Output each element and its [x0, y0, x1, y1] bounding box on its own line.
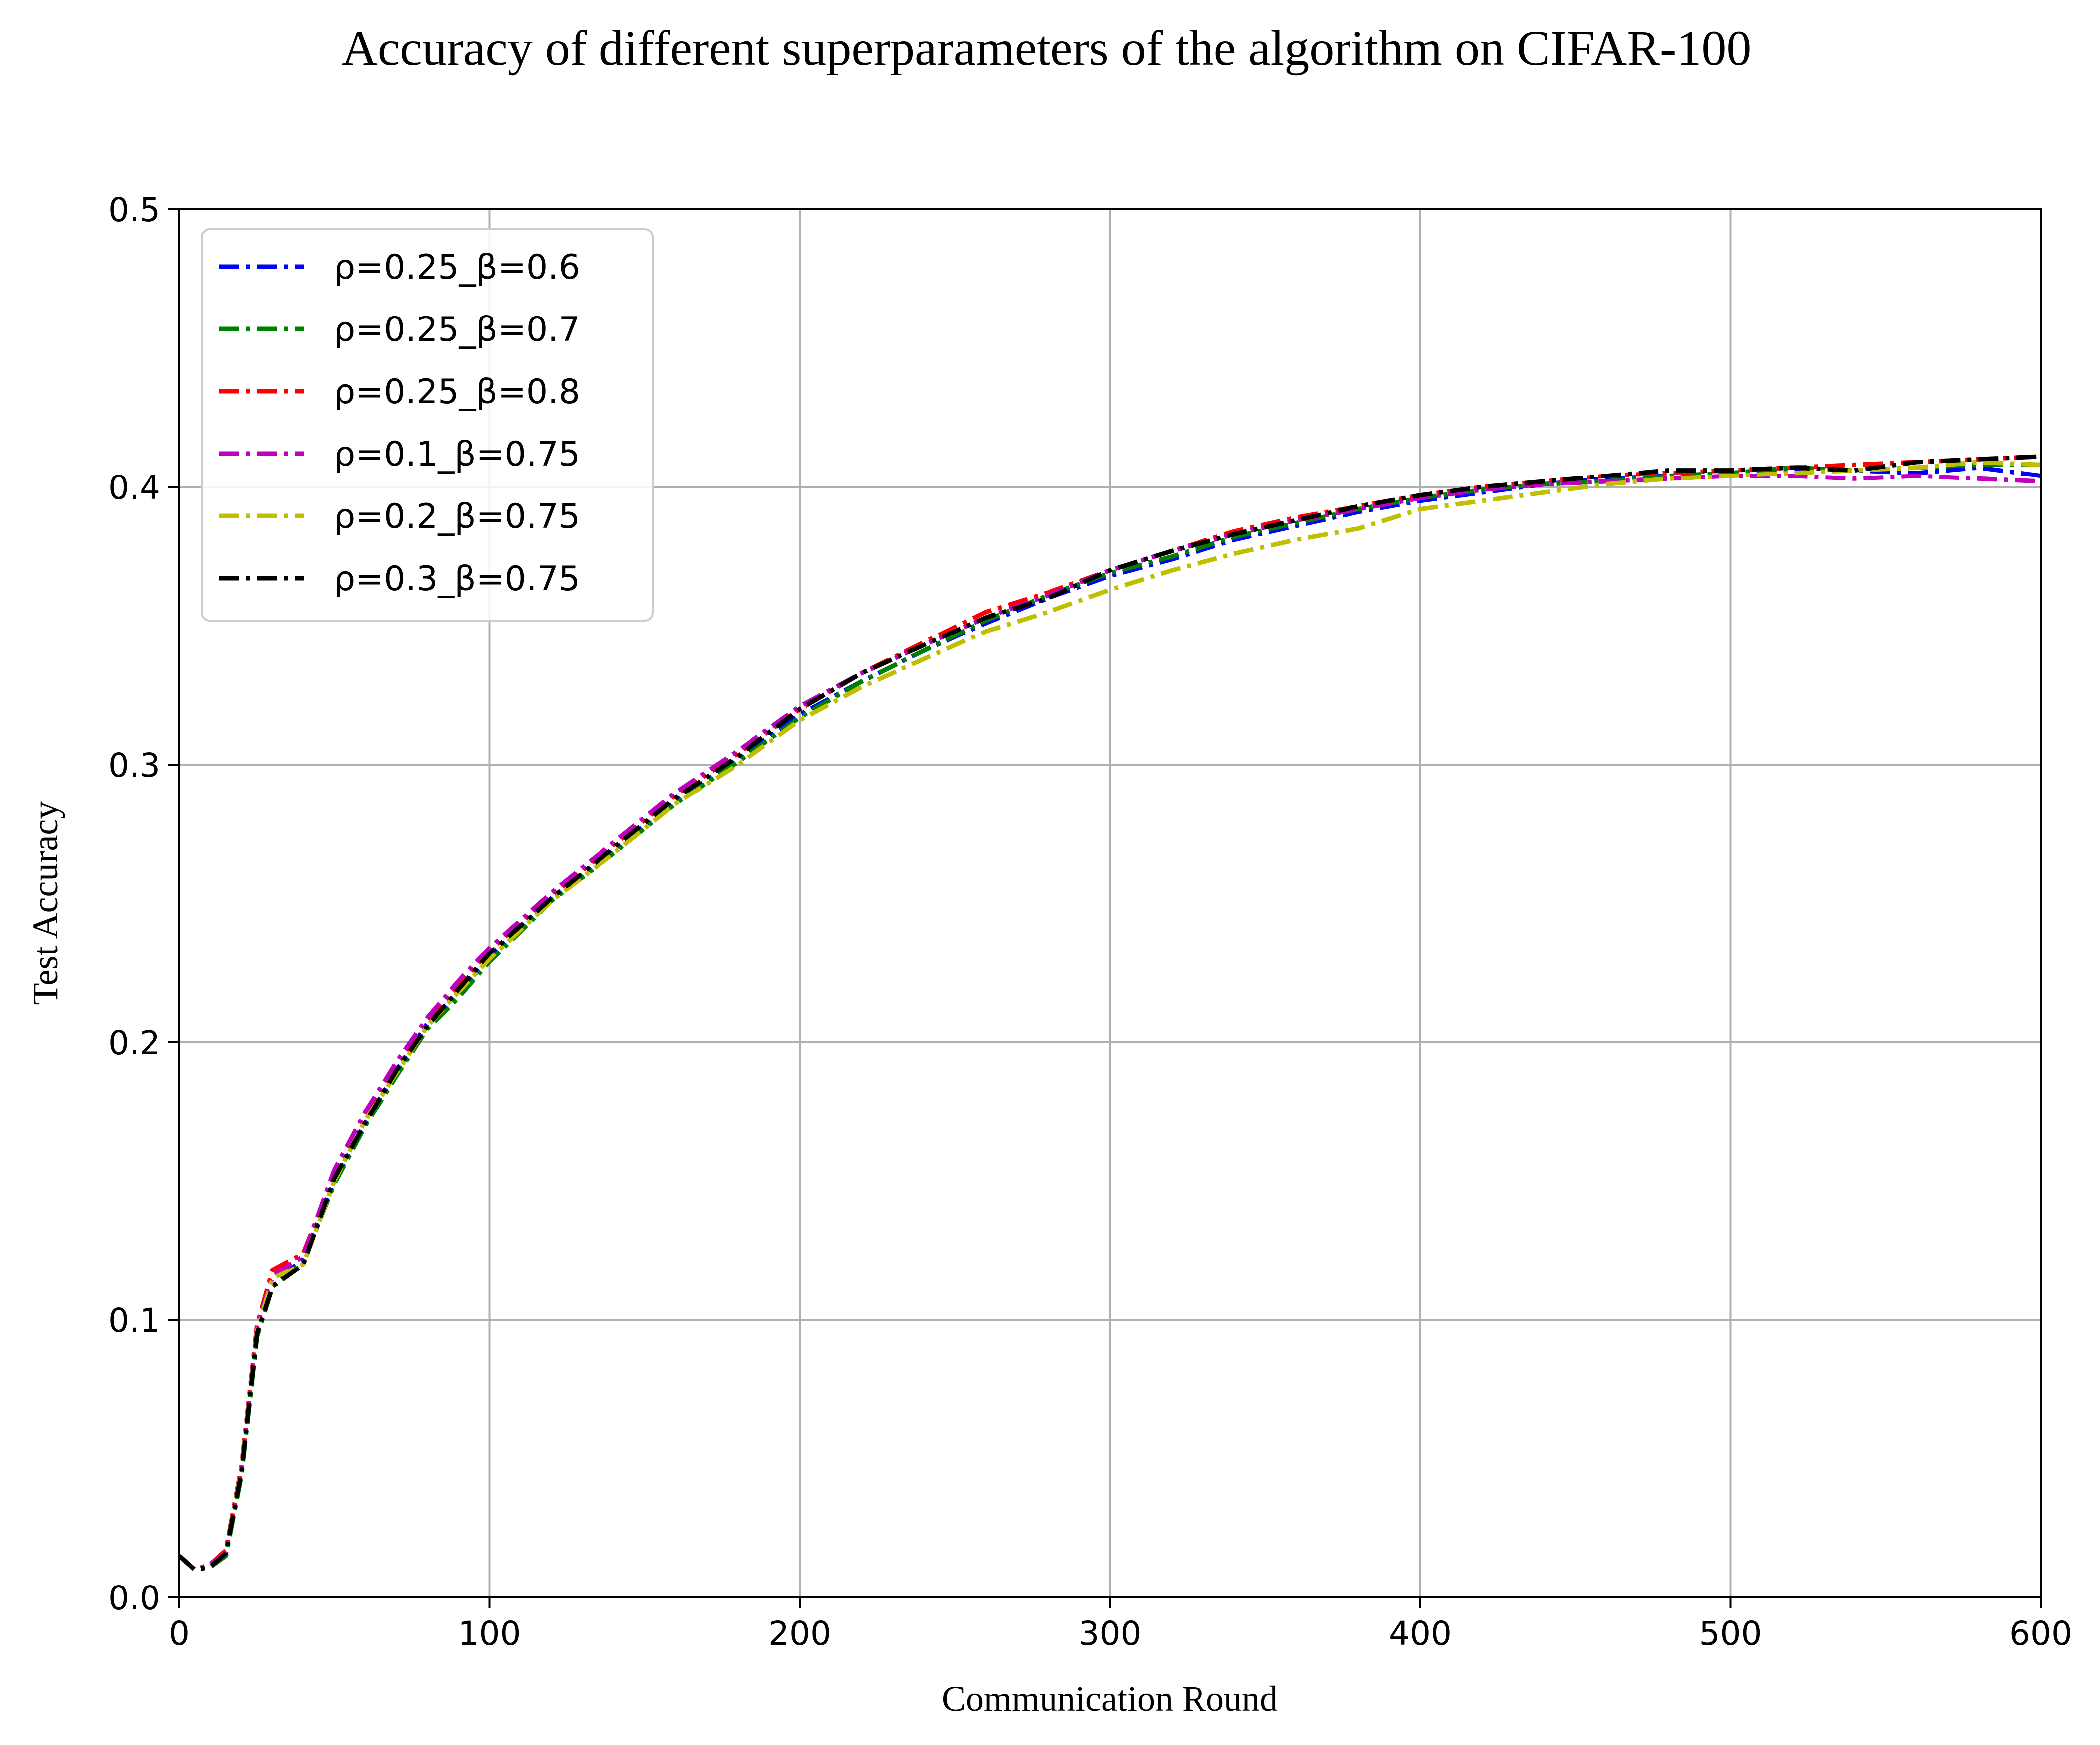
- series-line-4: [177, 460, 2041, 1572]
- legend-entry-label: ρ=0.2_β=0.75: [334, 497, 580, 536]
- x-tick-label: 0: [169, 1614, 190, 1653]
- y-tick-label: 0.3: [108, 746, 160, 785]
- x-tick-label: 500: [1699, 1614, 1762, 1653]
- legend-entry-label: ρ=0.3_β=0.75: [334, 559, 580, 599]
- y-tick-label: 0.4: [108, 469, 160, 507]
- x-axis-ticks: 0 100 200 300 400 500 600: [169, 1597, 2072, 1653]
- y-tick-label: 0.0: [108, 1579, 160, 1617]
- y-tick-label: 0.5: [108, 191, 160, 229]
- chart-title: Accuracy of different superparameters of…: [342, 20, 1752, 76]
- legend-entry-label: ρ=0.25_β=0.7: [334, 310, 580, 349]
- x-axis-label: Communication Round: [942, 1679, 1278, 1719]
- y-tick-label: 0.2: [108, 1024, 160, 1062]
- legend-entry-label: ρ=0.25_β=0.6: [334, 248, 580, 287]
- x-tick-label: 600: [2009, 1614, 2072, 1653]
- x-tick-label: 100: [458, 1614, 521, 1653]
- legend-entry-label: ρ=0.25_β=0.8: [334, 372, 580, 412]
- legend: ρ=0.25_β=0.6 ρ=0.25_β=0.7 ρ=0.25_β=0.8 ρ=0.…: [201, 228, 654, 622]
- x-tick-label: 400: [1389, 1614, 1452, 1653]
- y-axis-label: Test Accuracy: [25, 801, 65, 1005]
- series-line-5: [177, 454, 2041, 1572]
- y-axis-ticks: 0.0 0.1 0.2 0.3 0.4 0.5: [108, 191, 179, 1617]
- legend-entry-label: ρ=0.1_β=0.75: [334, 435, 580, 474]
- x-tick-label: 200: [768, 1614, 831, 1653]
- y-tick-label: 0.1: [108, 1301, 160, 1340]
- series-lines: [177, 454, 2041, 1572]
- legend-box: [201, 228, 654, 622]
- x-tick-label: 300: [1079, 1614, 1142, 1653]
